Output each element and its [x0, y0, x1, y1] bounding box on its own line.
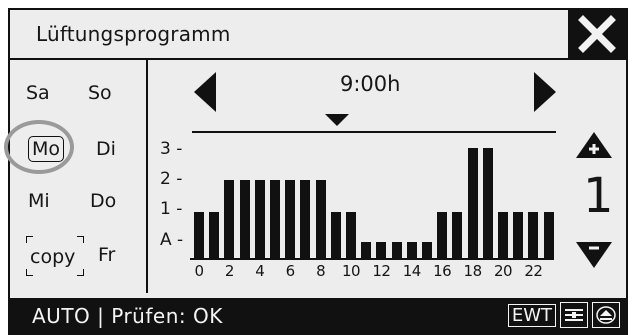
bar-hour-2[interactable] — [224, 180, 235, 260]
bar-hour-20[interactable] — [498, 212, 508, 260]
x-tick-label: 10 — [341, 262, 361, 280]
close-button[interactable] — [568, 10, 626, 58]
bar-hour-4[interactable] — [254, 180, 265, 260]
x-tick-label: 12 — [372, 262, 391, 280]
status-bar: AUTO | Prüfen: OK EWT — [10, 298, 626, 335]
arrow-down-minus-icon[interactable] — [574, 240, 614, 270]
display-screen: Lüftungsprogramm Sa So Mo Di Mi Do copy … — [4, 8, 628, 335]
level-value: 1 — [583, 168, 614, 224]
bar-hour-8[interactable] — [315, 180, 326, 260]
max-level-line — [192, 131, 556, 133]
ventilation-bar-chart[interactable] — [190, 140, 560, 260]
bar-hour-21[interactable] — [513, 212, 524, 260]
x-tick-label: 18 — [463, 262, 483, 280]
ewt-button[interactable]: EWT — [507, 303, 556, 327]
close-x-icon — [578, 15, 616, 53]
bar-hour-19[interactable] — [482, 148, 493, 260]
copy-button[interactable]: copy — [26, 236, 84, 276]
day-mi[interactable]: Mi — [28, 190, 50, 212]
x-tick-label: 8 — [316, 262, 326, 280]
bar-hour-15[interactable] — [422, 242, 432, 260]
bar-hour-22[interactable] — [528, 212, 539, 260]
bar-hour-1[interactable] — [209, 212, 220, 260]
y-label-3: 3 - — [160, 139, 183, 159]
bar-hour-12[interactable] — [376, 242, 387, 260]
x-tick-label: 4 — [255, 262, 265, 280]
bar-hour-18[interactable] — [467, 148, 478, 260]
y-label-1: 1 - — [160, 199, 183, 219]
x-tick-label: 6 — [285, 262, 296, 280]
status-separator: | — [97, 304, 105, 328]
bar-hour-17[interactable] — [452, 212, 463, 260]
bar-hour-5[interactable] — [270, 180, 280, 260]
page-title: Lüftungsprogramm — [36, 22, 231, 46]
eject-button[interactable] — [592, 302, 620, 328]
bar-hour-9[interactable] — [330, 212, 341, 260]
bar-hour-3[interactable] — [239, 180, 250, 260]
weekday-selector: Sa So Mo Di Mi Do copy Fr — [4, 60, 148, 293]
day-fr[interactable]: Fr — [98, 244, 116, 266]
day-so[interactable]: So — [88, 82, 112, 104]
copy-corner — [26, 269, 33, 276]
x-tick-label: 2 — [224, 262, 235, 280]
x-tick-label: 22 — [524, 262, 543, 280]
check-status: Prüfen: OK — [111, 304, 223, 328]
arrow-right-icon[interactable] — [532, 70, 558, 114]
day-di[interactable]: Di — [96, 138, 116, 160]
copy-corner — [77, 236, 84, 243]
bar-hour-10[interactable] — [346, 212, 356, 260]
bar-hour-16[interactable] — [437, 212, 448, 260]
y-label-a: A - — [160, 230, 184, 250]
day-mo[interactable]: Mo — [28, 136, 65, 162]
time-display: 9:00h — [340, 72, 401, 96]
status-icons: EWT — [507, 302, 620, 328]
x-tick-label: 16 — [433, 262, 452, 280]
time-marker-icon — [325, 114, 349, 126]
status-text: AUTO | Prüfen: OK — [32, 304, 223, 328]
bar-hour-11[interactable] — [361, 242, 372, 260]
x-tick-label: 0 — [194, 262, 204, 280]
bar-hour-7[interactable] — [300, 180, 311, 260]
title-bar: Lüftungsprogramm — [10, 10, 626, 60]
copy-corner — [26, 236, 33, 243]
bar-hour-0[interactable] — [194, 212, 204, 260]
filter-settings-icon — [565, 309, 583, 321]
bar-hour-14[interactable] — [406, 242, 417, 260]
bar-hour-13[interactable] — [391, 242, 402, 260]
chart-baseline — [190, 258, 554, 260]
x-tick-label: 20 — [493, 262, 513, 280]
bar-hour-23[interactable] — [543, 212, 554, 260]
arrow-up-plus-icon[interactable] — [574, 130, 614, 160]
day-do[interactable]: Do — [90, 190, 117, 212]
y-label-2: 2 - — [160, 169, 183, 189]
mode-label: AUTO — [32, 304, 91, 328]
copy-corner — [77, 269, 84, 276]
filter-settings-button[interactable] — [560, 302, 588, 328]
bar-hour-6[interactable] — [285, 180, 296, 260]
copy-label: copy — [30, 246, 76, 268]
arrow-left-icon[interactable] — [192, 70, 218, 114]
day-sa[interactable]: Sa — [26, 82, 50, 104]
eject-icon — [596, 306, 616, 324]
x-tick-label: 14 — [402, 262, 422, 280]
